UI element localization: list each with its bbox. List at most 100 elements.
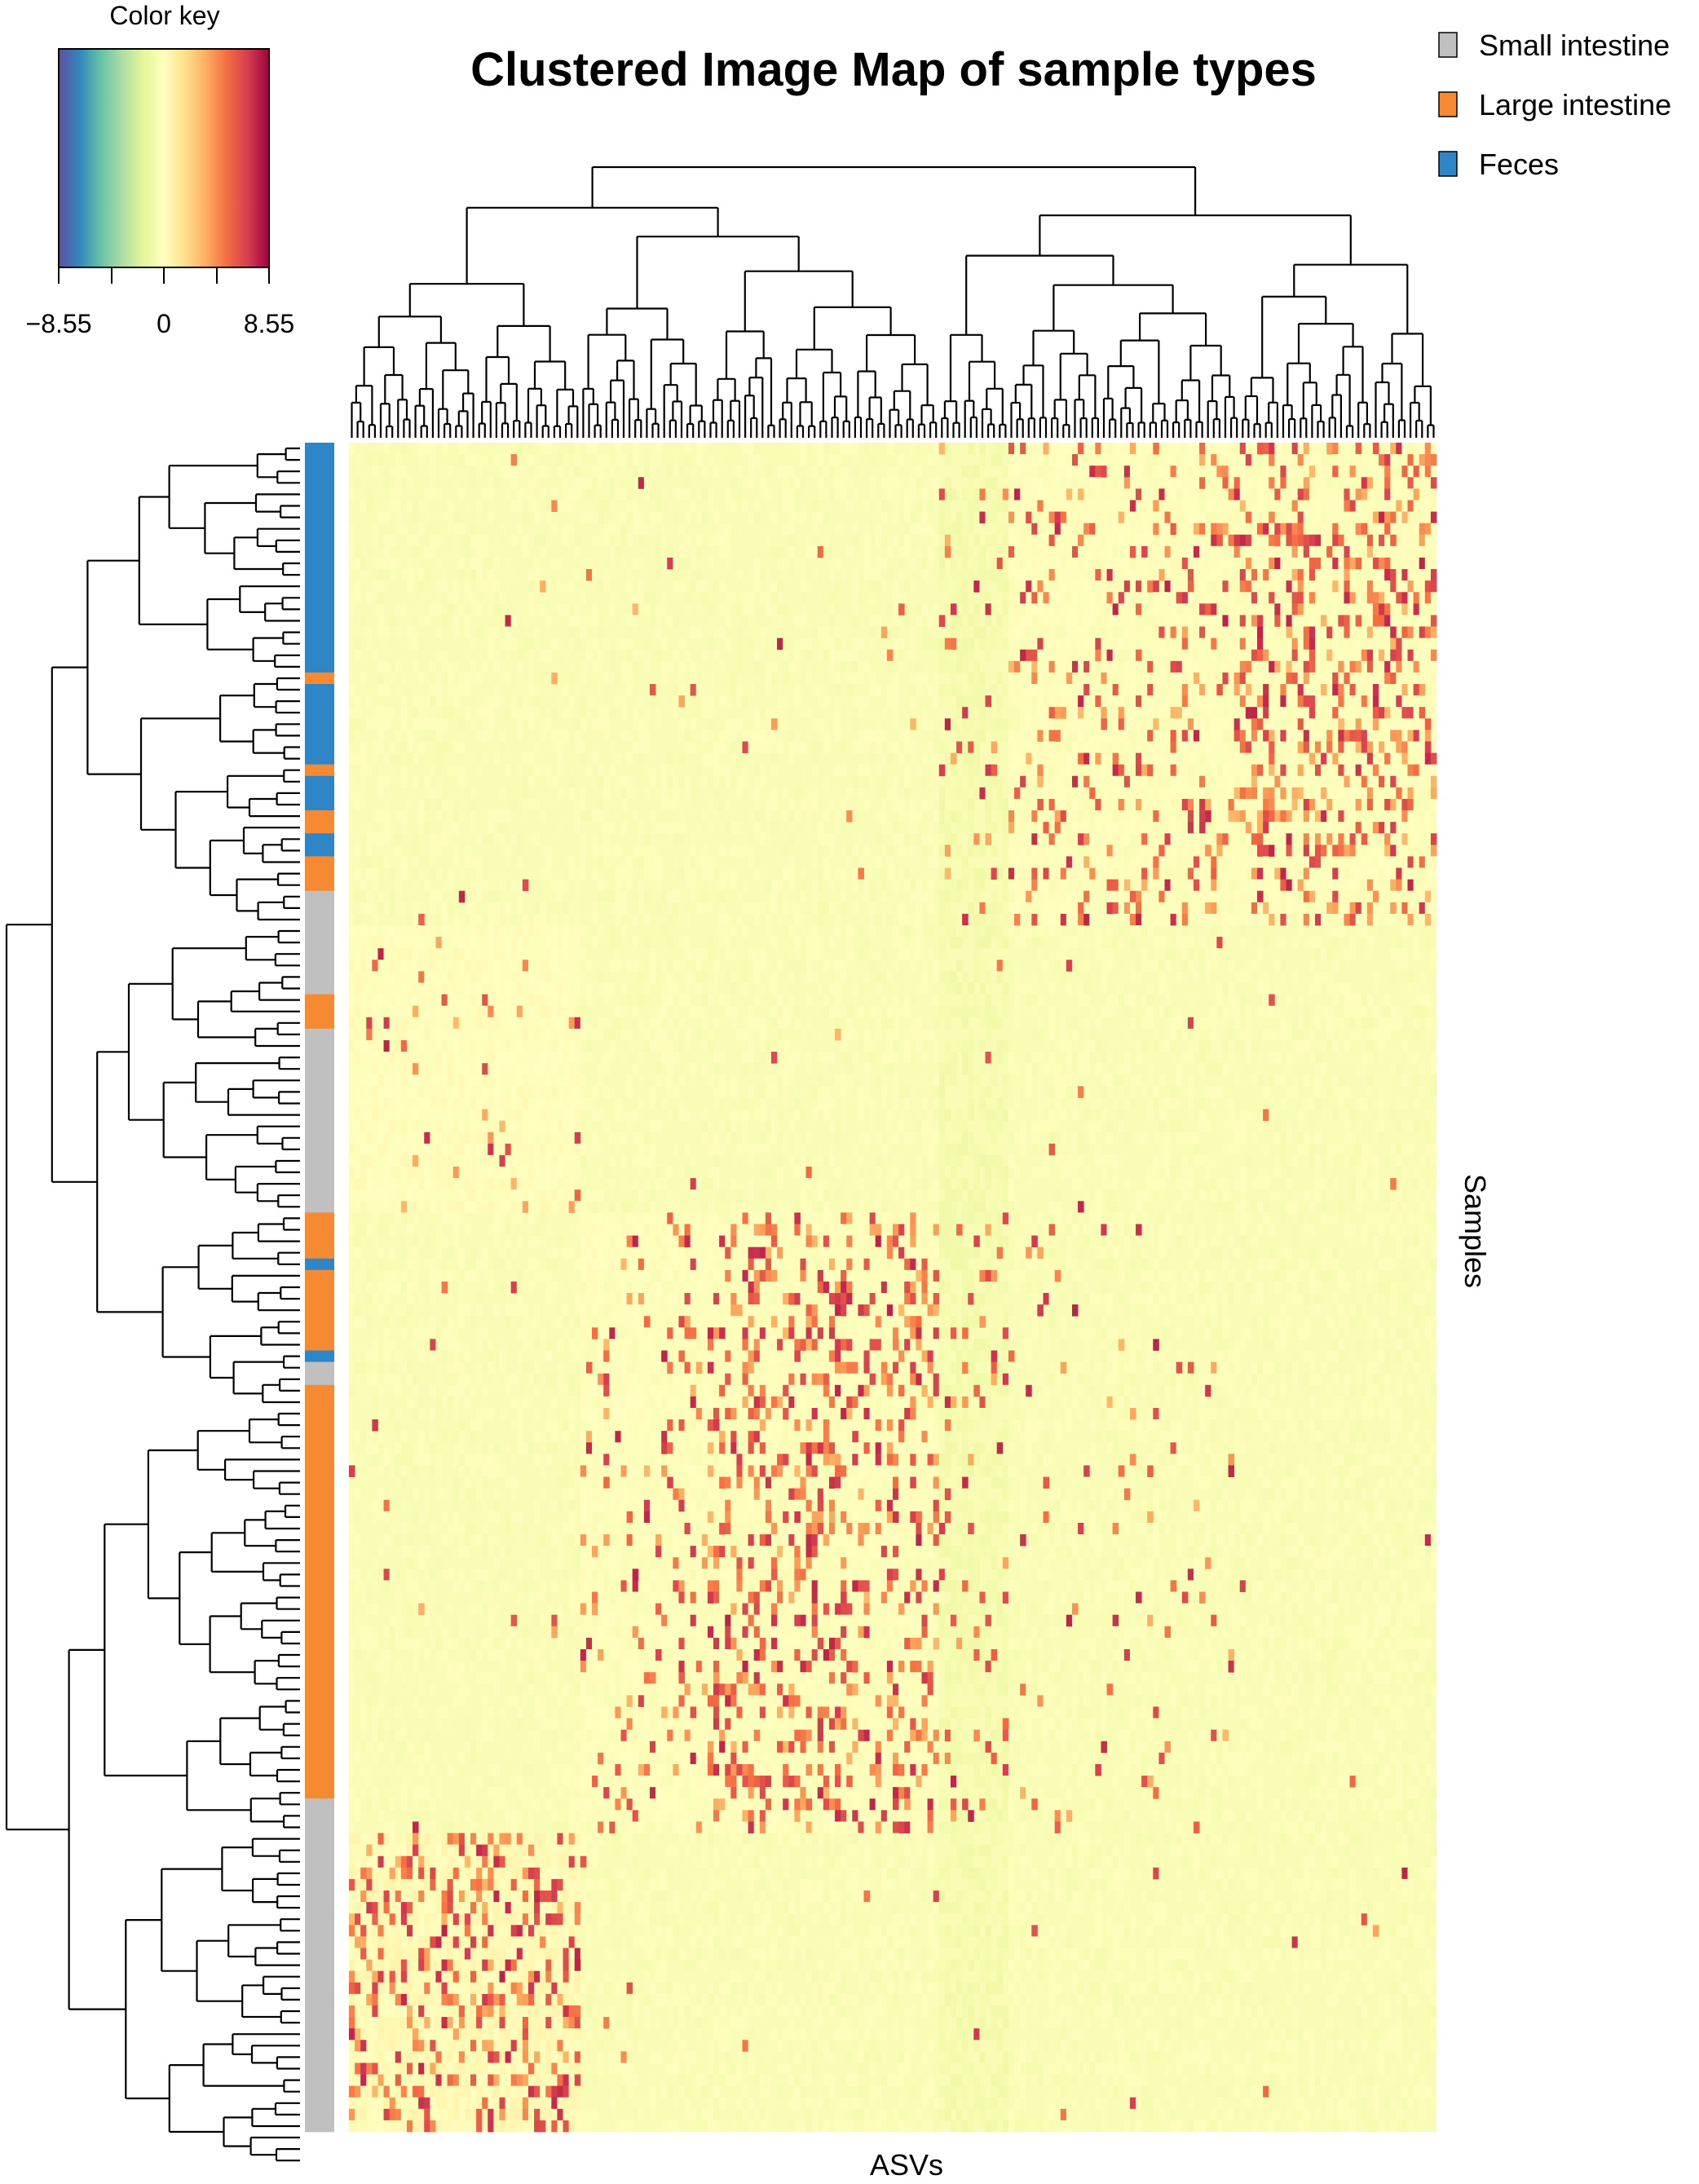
heatmap-cell — [1037, 443, 1044, 455]
heatmap-cell — [1002, 684, 1009, 696]
heatmap-cell — [1129, 454, 1136, 466]
heatmap-cell — [1338, 615, 1344, 627]
heatmap-cell — [1101, 649, 1107, 662]
heatmap-cell — [1291, 752, 1299, 766]
heatmap-cell — [1170, 454, 1177, 466]
heatmap-cell — [1321, 707, 1327, 719]
heatmap-cell — [1187, 488, 1194, 501]
heatmap-cell — [661, 638, 668, 651]
heatmap-cell — [598, 798, 604, 811]
heatmap-cell — [1228, 638, 1235, 651]
heatmap-cell — [366, 718, 373, 730]
heatmap-cell — [1205, 545, 1211, 558]
heatmap-cell — [1199, 730, 1206, 742]
heatmap-cell — [349, 684, 355, 696]
heatmap-cell — [557, 787, 563, 800]
heatmap-cell — [1338, 649, 1344, 662]
heatmap-cell — [1419, 775, 1426, 788]
heatmap-cell — [811, 649, 819, 662]
heatmap-cell — [598, 718, 604, 730]
heatmap-cell — [1216, 730, 1223, 742]
heatmap-cell — [968, 477, 974, 489]
heatmap-cell — [1153, 672, 1159, 685]
heatmap-cell — [886, 443, 894, 455]
heatmap-cell — [765, 488, 772, 501]
heatmap-cell — [649, 592, 656, 604]
heatmap-cell — [753, 707, 761, 719]
heatmap-cell — [1332, 626, 1339, 639]
heatmap-cell — [893, 787, 899, 800]
heatmap-cell — [962, 764, 969, 777]
heatmap-cell — [846, 672, 853, 685]
heatmap-cell — [568, 500, 576, 512]
heatmap-cell — [626, 775, 633, 788]
heatmap-cell — [1106, 695, 1114, 708]
heatmap-cell — [1060, 752, 1067, 766]
heatmap-cell — [1355, 660, 1362, 673]
heatmap-cell — [1424, 764, 1432, 777]
heatmap-cell — [823, 615, 830, 627]
heatmap-cell — [858, 638, 864, 651]
heatmap-cell — [1384, 672, 1391, 685]
heatmap-cell — [1066, 557, 1073, 570]
heatmap-cell — [713, 764, 720, 777]
heatmap-cell — [1164, 545, 1171, 558]
heatmap-cell — [482, 545, 488, 558]
heatmap-cell — [493, 626, 500, 639]
heatmap-cell — [1181, 615, 1189, 627]
heatmap-cell — [788, 741, 795, 753]
heatmap-cell — [695, 672, 703, 685]
heatmap-cell — [1078, 649, 1084, 662]
heatmap-cell — [1222, 626, 1229, 639]
heatmap-cell — [719, 775, 726, 788]
heatmap-cell — [568, 775, 576, 788]
heatmap-cell — [811, 523, 819, 536]
heatmap-cell — [1170, 569, 1177, 581]
heatmap-cell — [753, 660, 761, 673]
heatmap-cell — [574, 798, 581, 811]
heatmap-cell — [968, 488, 974, 501]
heatmap-cell — [1164, 523, 1171, 536]
heatmap-cell — [927, 557, 934, 570]
heatmap-cell — [1101, 545, 1107, 558]
heatmap-cell — [1291, 718, 1299, 730]
heatmap-cell — [430, 695, 436, 708]
heatmap-cell — [1338, 500, 1344, 512]
heatmap-cell — [1349, 741, 1357, 753]
heatmap-cell — [893, 707, 899, 719]
heatmap-cell — [516, 695, 523, 708]
heatmap-cell — [1344, 752, 1350, 766]
heatmap-cell — [950, 660, 957, 673]
heatmap-cell — [1263, 730, 1269, 742]
heatmap-cell — [846, 718, 853, 730]
heatmap-cell — [464, 672, 471, 685]
heatmap-cell — [1118, 557, 1125, 570]
heatmap-cell — [1361, 752, 1368, 766]
heatmap-cell — [1372, 443, 1379, 455]
heatmap-cell — [1118, 626, 1125, 639]
heatmap-cell — [1245, 660, 1252, 673]
heatmap-cell — [1078, 707, 1084, 719]
heatmap-cell — [979, 545, 986, 558]
heatmap-cell — [1106, 626, 1114, 639]
heatmap-cell — [1002, 557, 1009, 570]
heatmap-cell — [968, 718, 974, 730]
heatmap-cell — [1332, 523, 1339, 536]
heatmap-cell — [1026, 775, 1032, 788]
heatmap-cell — [1089, 764, 1096, 777]
heatmap-cell — [898, 752, 905, 766]
heatmap-cell — [1066, 626, 1073, 639]
heatmap-cell — [424, 730, 430, 742]
heatmap-cell — [1078, 534, 1084, 547]
heatmap-cell — [522, 798, 529, 811]
heatmap-cell — [1355, 465, 1362, 478]
heatmap-cell — [534, 741, 541, 753]
heatmap-cell — [626, 569, 633, 581]
heatmap-cell — [377, 764, 384, 777]
heatmap-cell — [452, 545, 460, 558]
heatmap-cell — [713, 626, 720, 639]
heatmap-cell — [1366, 443, 1374, 455]
heatmap-cell — [1205, 730, 1211, 742]
heatmap-cell — [592, 465, 598, 478]
heatmap-cell — [736, 684, 743, 696]
